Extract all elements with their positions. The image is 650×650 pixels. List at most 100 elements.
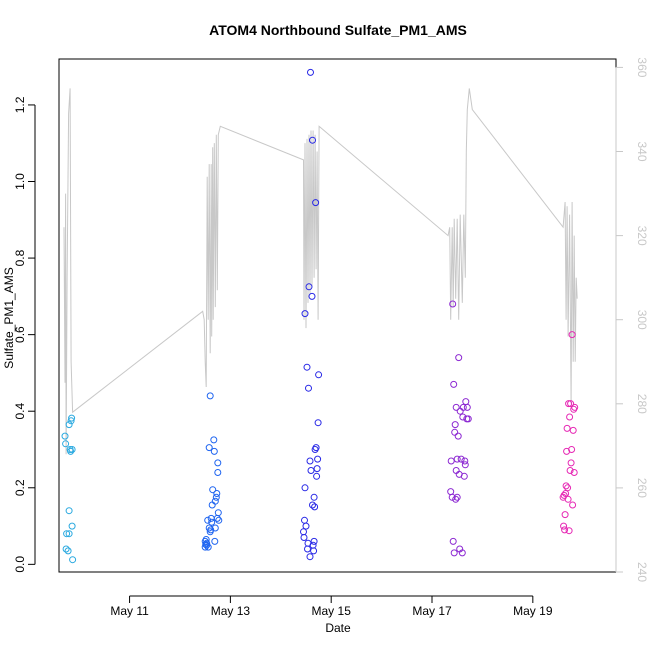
plot-frame — [58, 58, 617, 573]
data-point-flight3-22 — [311, 503, 319, 511]
x-tick-label: May 15 — [312, 604, 352, 618]
data-point-flight2-28 — [215, 516, 223, 524]
data-point-flight1-6 — [65, 507, 73, 515]
data-point-flight4-23 — [460, 472, 468, 480]
data-point-flight3-26 — [313, 472, 321, 480]
y-tick-label: 1.0 — [13, 173, 27, 190]
data-point-flight5-19 — [569, 501, 577, 509]
data-point-flight5-12 — [565, 527, 573, 535]
data-point-flight1-0 — [61, 432, 69, 440]
data-point-flight1-13 — [68, 522, 76, 530]
y-axis: 0.0 0.2 0.4 0.6 0.8 1.0 1.2 — [13, 96, 36, 573]
data-point-flight3-4 — [301, 310, 309, 318]
data-point-flight2-25 — [214, 469, 222, 476]
data-point-flight5-9 — [564, 484, 572, 492]
data-point-flight5-8 — [563, 424, 571, 432]
data-point-flight2-17 — [210, 436, 218, 444]
data-point-flight2-19 — [211, 537, 219, 545]
y-tick-label: 0.0 — [13, 556, 27, 573]
data-point-flight3-3 — [301, 484, 309, 492]
data-point-flight3-30 — [315, 371, 323, 379]
x-axis-label: Date — [325, 621, 351, 635]
data-point-flight4-9 — [452, 495, 460, 503]
data-point-flight3-21 — [310, 493, 318, 501]
y-tick-label: 0.2 — [13, 479, 27, 496]
data-point-flight3-11 — [306, 457, 314, 465]
data-point-flight1-14 — [69, 556, 77, 564]
y-axis-label: Sulfate_PM1_AMS — [2, 267, 16, 368]
data-point-flight2-26 — [214, 459, 222, 467]
data-point-flight2-21 — [211, 497, 219, 505]
data-point-flight4-12 — [453, 455, 461, 463]
y-tick-label: 0.8 — [13, 249, 27, 266]
data-point-flight2-16 — [209, 486, 217, 494]
data-point-flight4-18 — [456, 407, 464, 415]
y-tick-label: 1.2 — [13, 96, 27, 113]
data-point-flight5-14 — [566, 467, 574, 474]
right-tick-label: 280 — [635, 394, 649, 414]
data-point-flight2-7 — [204, 543, 212, 551]
y-tick-label: 0.4 — [13, 403, 27, 420]
data-point-flight1-7 — [65, 421, 73, 429]
data-point-flight3-29 — [314, 419, 322, 427]
data-point-flight2-23 — [213, 490, 221, 497]
data-point-flight3-7 — [304, 545, 311, 553]
data-point-flight2-15 — [208, 501, 216, 509]
x-tick-label: May 13 — [211, 604, 251, 618]
data-point-flight3-25 — [312, 444, 320, 452]
data-point-flight5-16 — [567, 459, 575, 467]
data-point-flight3-5 — [302, 522, 310, 530]
data-point-flight5-13 — [566, 413, 574, 421]
data-point-flight3-17 — [309, 501, 316, 509]
data-point-flight3-16 — [309, 136, 316, 144]
data-point-flight4-5 — [450, 380, 458, 388]
data-point-flight4-6 — [450, 549, 458, 557]
x-axis: May 11 May 13 May 15 May 17 May 19 — [110, 595, 553, 618]
data-point-flight2-9 — [205, 444, 213, 452]
data-point-flight3-10 — [305, 283, 313, 291]
data-point-flight3-0 — [300, 528, 307, 536]
data-point-flight1-2 — [63, 530, 71, 538]
data-point-flight2-5 — [203, 541, 211, 549]
data-point-flight5-22 — [570, 469, 578, 476]
data-point-flight5-4 — [561, 511, 569, 519]
x-tick-label: May 19 — [513, 604, 553, 618]
data-point-flight2-8 — [205, 524, 213, 532]
data-point-flight3-20 — [310, 537, 318, 545]
data-point-flight3-15 — [308, 292, 316, 300]
data-point-flight4-0 — [447, 488, 455, 496]
data-point-flight2-12 — [207, 526, 215, 534]
data-point-flight3-13 — [307, 68, 314, 76]
chart-title: ATOM4 Northbound Sulfate_PM1_AMS — [209, 22, 467, 38]
right-tick-label: 360 — [635, 57, 649, 77]
data-point-flight5-1 — [560, 522, 568, 530]
data-point-flight4-25 — [461, 461, 469, 469]
data-point-flight4-22 — [459, 403, 467, 411]
data-point-flight5-6 — [562, 482, 570, 490]
data-point-flight1-5 — [65, 530, 73, 538]
right-axis: 240 260 280 300 320 340 360 — [615, 57, 649, 582]
data-point-flight4-2 — [448, 493, 456, 501]
x-tick-label: May 17 — [412, 604, 452, 618]
data-point-flight4-8 — [451, 421, 459, 429]
y-tick-label: 0.6 — [13, 326, 27, 343]
data-point-flight2-24 — [213, 514, 221, 522]
data-point-flight3-2 — [301, 516, 308, 524]
data-point-flight3-14 — [307, 467, 315, 474]
data-point-flight2-20 — [211, 524, 219, 532]
data-point-flight4-13 — [453, 493, 461, 501]
altitude-line-path — [63, 88, 578, 455]
data-point-flight3-12 — [306, 553, 314, 561]
data-point-flight2-1 — [201, 543, 209, 551]
data-point-flight4-7 — [451, 428, 459, 436]
data-point-flight2-4 — [203, 539, 211, 547]
right-tick-label: 300 — [635, 310, 649, 330]
data-point-flight4-26 — [462, 398, 470, 406]
data-point-flight4-11 — [452, 403, 460, 411]
data-point-flight1-11 — [68, 414, 76, 422]
data-point-flight1-9 — [67, 447, 75, 455]
data-point-flight5-23 — [571, 403, 579, 411]
right-tick-label: 320 — [635, 226, 649, 246]
data-points — [61, 68, 579, 564]
